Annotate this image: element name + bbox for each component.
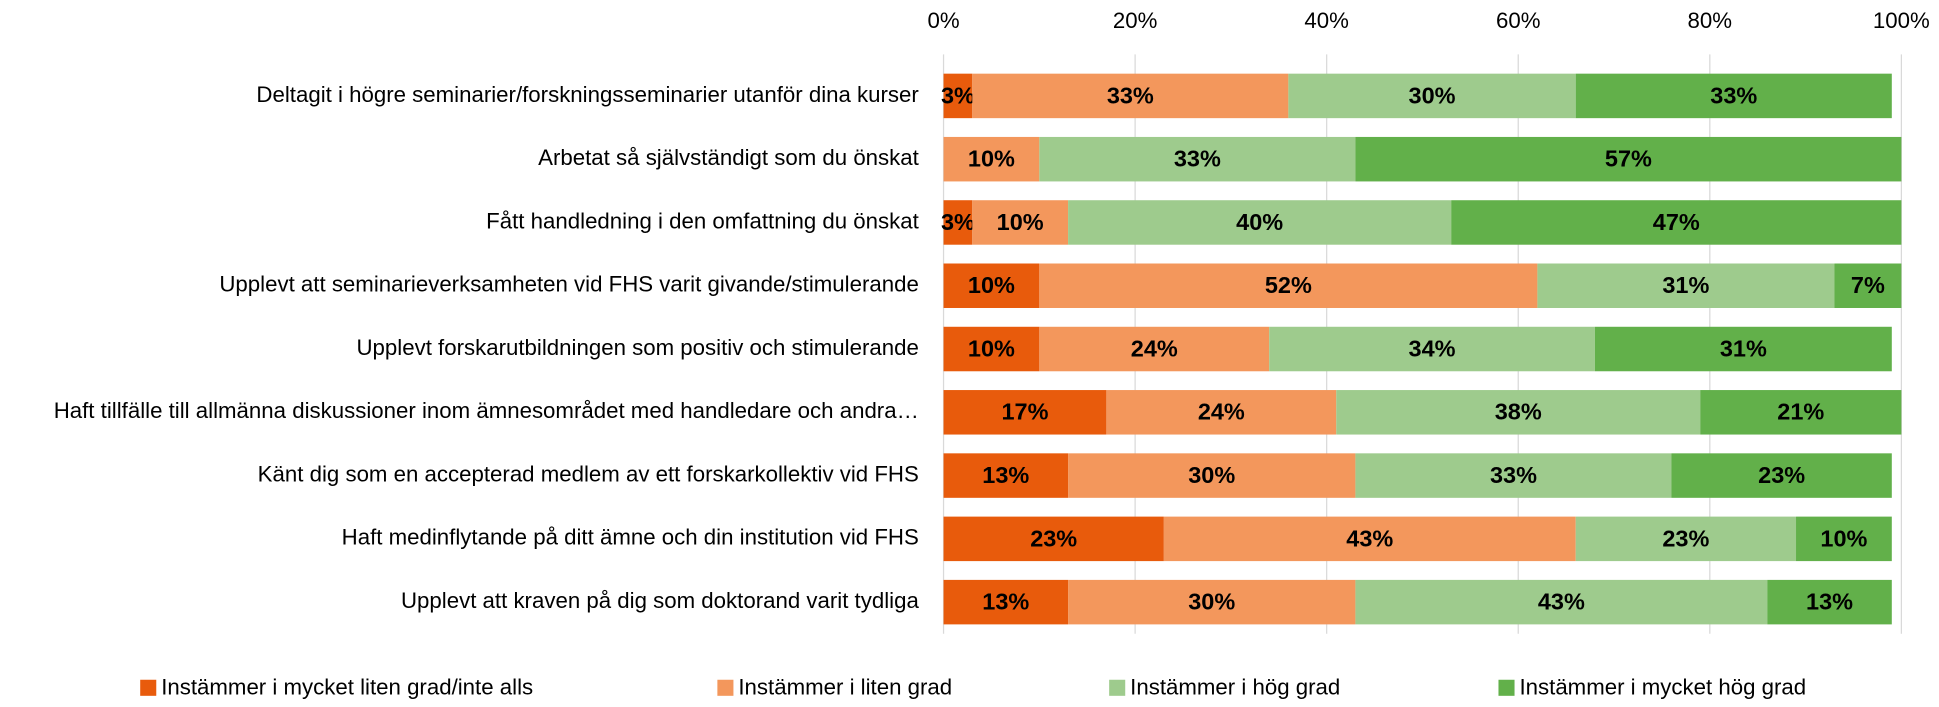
- data-label: 3%: [941, 209, 975, 235]
- data-label: 52%: [1265, 272, 1312, 298]
- bar-segment: [943, 200, 973, 245]
- bar-segment: [1575, 516, 1797, 562]
- bar-segment: [1834, 263, 1902, 308]
- bar-segment: [943, 453, 1069, 498]
- data-label: 3%: [941, 82, 975, 108]
- legend-label: Instämmer i mycket hög grad: [1519, 674, 1806, 699]
- bar-segment: [1269, 326, 1595, 372]
- legend-label: Instämmer i hög grad: [1130, 674, 1340, 699]
- bar-segment: [1039, 326, 1270, 372]
- data-label: 21%: [1777, 399, 1824, 425]
- bar-segment: [1106, 390, 1337, 435]
- bar-segment: [943, 579, 1069, 625]
- data-label: 40%: [1236, 209, 1283, 235]
- data-label: 13%: [982, 462, 1029, 488]
- bar-segment: [1796, 516, 1892, 562]
- legend-label: Instämmer i mycket liten grad/inte alls: [161, 674, 533, 699]
- y-tick-label: Upplevt att kraven på dig som doktorand …: [401, 588, 919, 613]
- data-label: 10%: [1820, 525, 1867, 551]
- legend-swatch: [717, 679, 734, 696]
- legend-swatch: [1109, 679, 1126, 696]
- x-tick-label: 60%: [1496, 8, 1541, 33]
- data-label: 30%: [1409, 82, 1456, 108]
- legend-label: Instämmer i liten grad: [738, 674, 952, 699]
- bar-segment: [1594, 326, 1892, 372]
- bar-segment: [1671, 453, 1892, 498]
- x-tick-label: 0%: [927, 8, 959, 33]
- data-label: 43%: [1346, 525, 1393, 551]
- bar-segment: [1039, 136, 1356, 182]
- bar-segment: [1700, 390, 1902, 435]
- x-tick-label: 40%: [1304, 8, 1349, 33]
- y-tick-label: Fått handledning i den omfattning du öns…: [486, 208, 919, 233]
- bar-segment: [1163, 516, 1576, 562]
- bar-segment: [943, 516, 1164, 562]
- bar-segment: [1039, 263, 1538, 308]
- bar-segment: [943, 136, 1040, 182]
- data-label: 24%: [1131, 335, 1178, 361]
- legend-swatch: [140, 679, 157, 696]
- bar-segment: [1336, 390, 1701, 435]
- bar-segment: [1537, 263, 1835, 308]
- bar-segment: [943, 326, 1040, 372]
- data-label: 24%: [1198, 399, 1245, 425]
- data-label: 23%: [1030, 525, 1077, 551]
- y-tick-label: Arbetat så självständigt som du önskat: [538, 145, 919, 170]
- legend-swatch: [1498, 679, 1515, 696]
- data-label: 10%: [968, 146, 1015, 172]
- bar-segment: [972, 200, 1069, 245]
- bar-segment: [1068, 453, 1356, 498]
- data-label: 34%: [1409, 335, 1456, 361]
- data-label: 30%: [1188, 589, 1235, 615]
- bar-segment: [1288, 73, 1576, 119]
- bar-segment: [1068, 200, 1452, 245]
- data-label: 47%: [1653, 209, 1700, 235]
- data-label: 17%: [1001, 399, 1048, 425]
- bar-segment: [943, 263, 1040, 308]
- y-tick-label: Haft tillfälle till allmänna diskussione…: [54, 398, 919, 423]
- data-label: 30%: [1188, 462, 1235, 488]
- y-tick-label: Upplevt att seminarieverksamheten vid FH…: [219, 272, 918, 297]
- y-tick-label: Upplevt forskarutbildningen som positiv …: [356, 335, 918, 360]
- x-tick-label: 100%: [1873, 8, 1930, 33]
- bar-segment: [1355, 579, 1768, 625]
- y-tick-label: Känt dig som en accepterad medlem av ett…: [258, 461, 919, 486]
- bar-segment: [1451, 200, 1902, 245]
- y-tick-label: Haft medinflytande på ditt ämne och din …: [342, 525, 919, 550]
- data-label: 33%: [1174, 146, 1221, 172]
- data-label: 10%: [997, 209, 1044, 235]
- bar-segment: [943, 73, 973, 119]
- data-label: 33%: [1490, 462, 1537, 488]
- bar-segment: [972, 73, 1289, 119]
- data-label: 13%: [1806, 589, 1853, 615]
- data-label: 31%: [1720, 335, 1767, 361]
- bar-segment: [1355, 453, 1672, 498]
- data-label: 10%: [968, 335, 1015, 361]
- data-label: 10%: [968, 272, 1015, 298]
- x-tick-label: 80%: [1688, 8, 1733, 33]
- data-label: 23%: [1758, 462, 1805, 488]
- bar-segment: [1068, 579, 1356, 625]
- data-label: 13%: [982, 589, 1029, 615]
- x-tick-label: 20%: [1113, 8, 1158, 33]
- bar-segment: [1355, 136, 1902, 182]
- data-label: 43%: [1538, 589, 1585, 615]
- data-label: 57%: [1605, 146, 1652, 172]
- y-tick-label: Deltagit i högre seminarier/forskningsse…: [256, 82, 919, 107]
- data-label: 33%: [1710, 82, 1757, 108]
- data-label: 7%: [1851, 272, 1885, 298]
- bar-segment: [943, 390, 1107, 435]
- data-label: 38%: [1495, 399, 1542, 425]
- bar-segment: [1767, 579, 1892, 625]
- bar-segment: [1575, 73, 1892, 119]
- data-label: 33%: [1107, 82, 1154, 108]
- data-label: 23%: [1662, 525, 1709, 551]
- data-label: 31%: [1662, 272, 1709, 298]
